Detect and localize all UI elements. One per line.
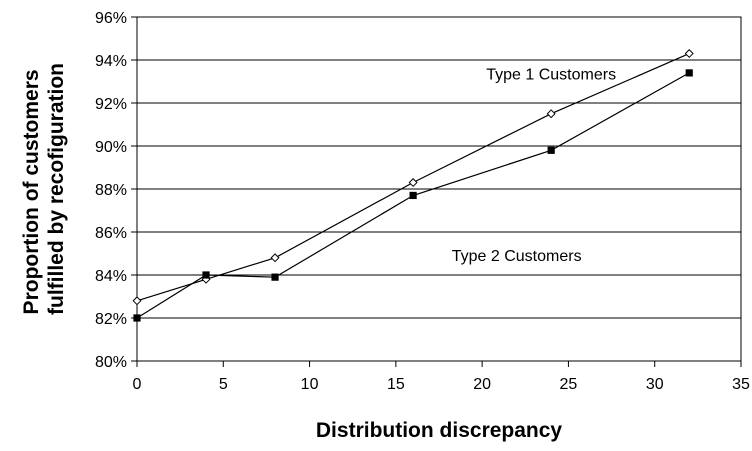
series-1-point bbox=[546, 109, 556, 119]
series-annotation: Type 2 Customers bbox=[452, 248, 582, 265]
series-2-point bbox=[202, 271, 210, 279]
series-2-point bbox=[685, 69, 693, 77]
x-tick-label: 5 bbox=[219, 376, 228, 393]
series-annotation: Type 1 Customers bbox=[486, 66, 616, 83]
y-tick-label: 88% bbox=[95, 182, 127, 199]
x-axis-title: Distribution discrepancy bbox=[316, 419, 563, 442]
x-tick-label: 20 bbox=[473, 376, 491, 393]
series-2-point bbox=[409, 191, 417, 200]
x-tick-label: 25 bbox=[560, 376, 578, 393]
x-axis-ticks: 0 5 10 15 20 25 30 35 bbox=[133, 361, 750, 393]
series-1-point bbox=[270, 253, 280, 263]
x-tick-label: 15 bbox=[387, 376, 405, 393]
y-tick-label: 80% bbox=[95, 354, 127, 371]
y-tick-label: 82% bbox=[95, 311, 127, 328]
x-tick-label: 0 bbox=[133, 376, 142, 393]
y-tick-label: 92% bbox=[95, 96, 127, 113]
series-2-point bbox=[547, 146, 555, 154]
series-1-point bbox=[408, 178, 418, 188]
series-1-line bbox=[136, 53, 690, 302]
x-tick-label: 10 bbox=[301, 376, 319, 393]
gridlines bbox=[137, 59, 741, 319]
x-tick-label: 35 bbox=[732, 376, 750, 393]
y-axis-title: Proportion of customers fulfilled by rec… bbox=[20, 63, 68, 315]
series-2-line bbox=[136, 72, 690, 319]
series-1-point bbox=[132, 296, 142, 306]
annotations: Type 1 Customers Type 2 Customers bbox=[452, 66, 616, 265]
y-axis-title-line-1: Proportion of customers bbox=[20, 69, 43, 314]
y-axis-title-line-2: fulfilled by recofiguration bbox=[45, 63, 68, 315]
series-2-point bbox=[271, 273, 279, 281]
y-tick-label: 86% bbox=[95, 225, 127, 242]
y-axis-ticks: 80% 82% 84% 86% 88% 90% 92% 94% 96% bbox=[95, 10, 137, 371]
y-tick-label: 96% bbox=[95, 10, 127, 27]
series-layer bbox=[132, 49, 694, 322]
x-tick-label: 30 bbox=[646, 376, 664, 393]
y-tick-label: 84% bbox=[95, 268, 127, 285]
y-tick-label: 94% bbox=[95, 53, 127, 70]
y-tick-label: 90% bbox=[95, 139, 127, 156]
series-2-point bbox=[133, 314, 141, 322]
series-1-point bbox=[684, 49, 694, 59]
